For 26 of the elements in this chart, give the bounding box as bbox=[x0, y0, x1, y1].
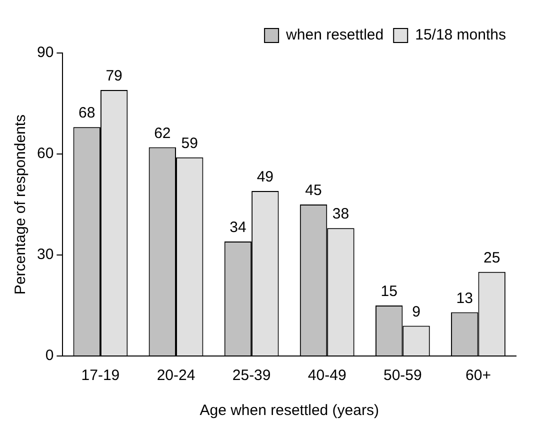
legend-label: 15/18 months bbox=[415, 26, 506, 44]
data-label: 13 bbox=[456, 290, 473, 307]
y-tick-label: 60 bbox=[36, 145, 54, 162]
x-tick-label: 40-49 bbox=[308, 367, 346, 384]
data-label: 68 bbox=[78, 104, 96, 122]
data-label: 45 bbox=[305, 182, 322, 200]
x-tick-label: 60+ bbox=[465, 367, 492, 384]
data-label: 9 bbox=[412, 303, 420, 320]
data-label: 49 bbox=[256, 168, 274, 186]
x-tick-label: 25-39 bbox=[232, 367, 271, 384]
data-label: 25 bbox=[483, 249, 500, 266]
x-tick-label: 20-24 bbox=[156, 367, 196, 384]
x-tick-label: 17-19 bbox=[81, 367, 120, 384]
data-label: 34 bbox=[230, 219, 246, 236]
y-tick-label: 30 bbox=[36, 246, 54, 264]
y-tick-label: 0 bbox=[45, 347, 54, 364]
data-label: 62 bbox=[154, 124, 171, 142]
legend-label: when resettled bbox=[285, 26, 384, 44]
x-axis-title: Age when resettled (years) bbox=[200, 402, 379, 420]
data-label: 15 bbox=[380, 283, 398, 300]
y-axis-title: Percentage of respondents bbox=[12, 114, 30, 295]
data-label: 59 bbox=[181, 135, 198, 152]
data-label: 38 bbox=[332, 206, 350, 223]
x-tick-label: 50-59 bbox=[383, 367, 422, 384]
data-label: 79 bbox=[106, 68, 122, 85]
y-tick-label: 90 bbox=[36, 44, 54, 62]
